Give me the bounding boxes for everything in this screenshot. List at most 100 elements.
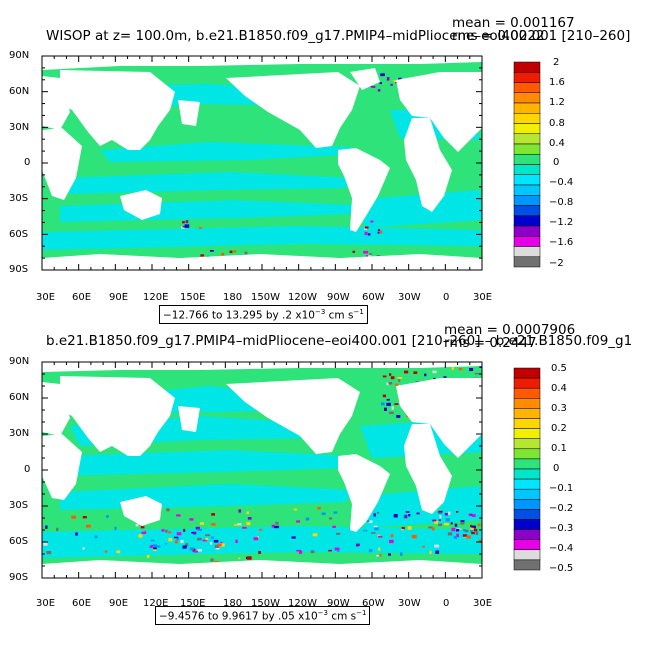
panel-2-map-field <box>42 362 482 578</box>
y-tick-label: 30N <box>9 428 30 439</box>
x-tick-label: 60W <box>362 598 385 609</box>
panel-2-map <box>41 361 541 579</box>
colorbar-label: 0 <box>553 157 560 168</box>
colorbar-swatch <box>513 133 541 145</box>
x-tick-label: 180 <box>223 292 243 303</box>
panel-1-map <box>41 55 541 271</box>
colorbar-swatch <box>513 509 541 520</box>
x-tick-label: 60W <box>362 292 385 303</box>
colorbar-label: −0.1 <box>549 483 574 494</box>
colorbar-swatch <box>513 123 541 134</box>
colorbar-label: −0.4 <box>549 543 574 554</box>
range-exponent: −3 <box>314 308 326 316</box>
range-units: cm s <box>325 309 354 322</box>
range-unit-exponent: −1 <box>356 609 367 617</box>
colorbar-swatch <box>513 549 541 561</box>
colorbar-label: 0.4 <box>551 383 567 394</box>
y-tick-label: 60S <box>9 229 29 240</box>
range-units: cm s <box>328 610 357 623</box>
colorbar-label: 0.3 <box>551 403 567 414</box>
x-tick-label: 120E <box>143 292 169 303</box>
y-tick-label: 60S <box>9 536 29 547</box>
colorbar-label: −0.5 <box>549 563 574 574</box>
colorbar-swatch <box>513 539 541 551</box>
x-tick-label: 150W <box>251 292 280 303</box>
y-tick-label: 0 <box>24 464 31 475</box>
colorbar-swatch <box>513 499 541 510</box>
colorbar-label: −1.2 <box>549 217 574 228</box>
x-tick-label: 90E <box>109 598 129 609</box>
y-tick-label: 0 <box>24 157 31 168</box>
panel-2-axis-ticks <box>41 361 483 579</box>
colorbar-swatch <box>513 82 541 93</box>
colorbar-label: 2 <box>553 57 560 68</box>
colorbar-label: −1.6 <box>549 237 574 248</box>
colorbar-swatch <box>513 458 541 470</box>
colorbar-label: 1.6 <box>549 77 565 88</box>
colorbar-swatch <box>513 256 541 268</box>
colorbar-label: 1.2 <box>549 97 565 108</box>
y-tick-label: 90S <box>9 572 29 583</box>
colorbar-swatch <box>513 215 541 227</box>
colorbar-swatch <box>513 143 541 155</box>
y-tick-label: 60N <box>9 392 30 403</box>
y-tick-label: 90N <box>9 50 30 61</box>
colorbar-swatch <box>513 408 541 419</box>
colorbar-swatch <box>513 102 541 114</box>
colorbar-label: 0.1 <box>551 443 567 454</box>
x-tick-label: 180 <box>223 598 243 609</box>
colorbar-swatch <box>513 519 541 530</box>
colorbar-swatch <box>513 184 541 196</box>
panel-1-colorbar <box>513 61 541 268</box>
x-tick-label: 120E <box>143 598 169 609</box>
colorbar-swatch <box>513 246 541 257</box>
panel-2-title: b.e21.B1850.f09_g17.PMIP4–midPliocene–eo… <box>46 333 633 349</box>
colorbar-swatch <box>513 529 541 540</box>
x-tick-label: 150W <box>251 598 280 609</box>
y-tick-label: 60N <box>9 86 30 97</box>
y-tick-label: 30N <box>9 122 30 133</box>
x-tick-label: 0 <box>443 292 450 303</box>
range-exponent: −3 <box>317 609 328 617</box>
panel-2-range-label: −9.4576 to 9.9617 by .05 x10−3 cm s−1 <box>155 606 371 625</box>
y-tick-label: 30S <box>9 193 29 204</box>
colorbar-label: −0.8 <box>549 197 574 208</box>
panel-1-title: WISOP at z= 100.0m, b.e21.B1850.f09_g17.… <box>46 28 631 44</box>
colorbar-swatch <box>513 154 541 165</box>
colorbar-label: −2 <box>549 258 564 269</box>
colorbar-swatch <box>513 478 541 490</box>
colorbar-swatch <box>513 164 541 175</box>
panel-1-range-label: −12.766 to 13.295 by .2 x10−3 cm s−1 <box>159 305 368 324</box>
panel-2-mean: mean = 0.0007906 <box>444 322 576 338</box>
panel-1-rms: rms = 0.0222 <box>452 28 545 44</box>
x-tick-label: 90W <box>327 292 350 303</box>
x-tick-label: 30E <box>473 292 493 303</box>
colorbar-swatch <box>513 488 541 500</box>
colorbar-label: −0.3 <box>549 523 574 534</box>
colorbar-swatch <box>513 387 541 399</box>
x-tick-label: 90W <box>327 598 350 609</box>
colorbar-swatch <box>513 438 541 450</box>
range-text: −12.766 to 13.295 by .2 x10 <box>163 309 315 322</box>
colorbar-swatch <box>513 468 541 480</box>
x-tick-label: 30E <box>473 598 493 609</box>
range-unit-exponent: −1 <box>353 308 364 316</box>
colorbar-swatch <box>513 367 541 379</box>
y-tick-label: 90S <box>9 264 29 275</box>
x-tick-label: 30W <box>398 598 421 609</box>
colorbar-label: 0 <box>553 463 560 474</box>
panel-2-colorbar <box>513 367 541 571</box>
x-tick-label: 90E <box>109 292 129 303</box>
colorbar-swatch <box>513 398 541 409</box>
x-tick-label: 0 <box>443 598 450 609</box>
x-tick-label: 30W <box>398 292 421 303</box>
colorbar-swatch <box>513 559 541 571</box>
panel-1-stats: mean = 0.001167 rms = 0.0222 <box>452 16 575 44</box>
colorbar-swatch <box>513 174 541 186</box>
panel-1-map-field <box>42 56 482 270</box>
x-tick-label: 60E <box>72 598 92 609</box>
x-tick-label: 120W <box>288 598 317 609</box>
x-tick-label: 60E <box>72 292 92 303</box>
colorbar-swatch <box>513 195 541 206</box>
y-tick-label: 90N <box>9 356 30 367</box>
